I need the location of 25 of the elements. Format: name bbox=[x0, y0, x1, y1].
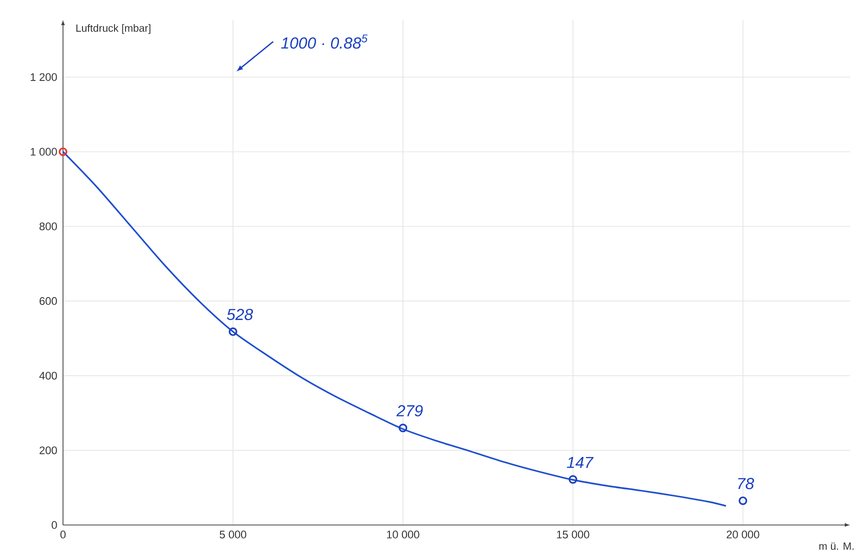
y-tick-label: 200 bbox=[40, 446, 57, 454]
x-tick-label: 15 000 bbox=[557, 530, 590, 538]
point bbox=[738, 496, 748, 506]
y-tick-label: 1 200 bbox=[30, 73, 57, 81]
line-series bbox=[62, 150, 727, 507]
annotation: 528 bbox=[226, 308, 253, 320]
y-tick-label: 600 bbox=[40, 297, 57, 305]
annotation: 279 bbox=[396, 405, 423, 416]
x-tick-label: 20 000 bbox=[726, 530, 760, 538]
annotation: 78 bbox=[738, 478, 754, 490]
x-tick-label: 10 000 bbox=[387, 530, 420, 538]
point bbox=[58, 147, 68, 156]
y-axis-title: Luftdruck [mbar] bbox=[76, 24, 150, 34]
point bbox=[398, 424, 408, 432]
y-tick-label: 1 000 bbox=[30, 148, 57, 156]
x-tick-label: 5 000 bbox=[220, 530, 246, 538]
annotation: 147 bbox=[566, 456, 594, 468]
y-tick-label: 800 bbox=[40, 222, 57, 230]
y-tick-label: 0 bbox=[52, 521, 57, 529]
annotation: 1000 · 0.88$^{5}$ bbox=[281, 34, 368, 49]
point bbox=[568, 475, 578, 484]
x-tick-label: 0 bbox=[60, 530, 66, 538]
point bbox=[228, 327, 238, 336]
x-axis-title: m ü. M. bbox=[819, 542, 854, 550]
y-tick-label: 400 bbox=[39, 372, 57, 380]
